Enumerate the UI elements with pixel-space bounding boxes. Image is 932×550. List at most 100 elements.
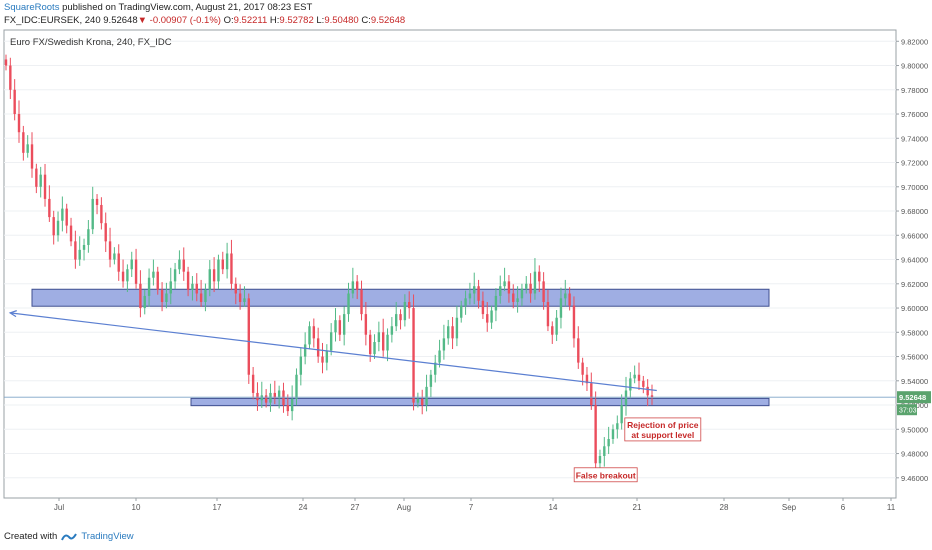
published-text: published on TradingView.com, August 21,… — [62, 2, 313, 13]
candle-body — [182, 259, 185, 272]
candle-body — [395, 314, 398, 327]
candle-body — [121, 271, 125, 282]
candle-body — [264, 395, 268, 403]
candle-body — [61, 208, 64, 221]
candle-body — [577, 338, 580, 363]
candle-body — [542, 281, 545, 302]
candle-body — [486, 314, 489, 323]
candle-body — [325, 350, 329, 363]
symbol-label: FX_IDC:EURSEK, 240 — [4, 15, 101, 26]
candle-body — [438, 350, 441, 363]
author-link[interactable]: SquareRoots — [4, 2, 60, 13]
candle-body — [559, 298, 563, 318]
y-tick-label: 9.82000 — [901, 37, 928, 46]
candle-body — [342, 314, 346, 335]
candle-body — [607, 439, 610, 447]
candle-body — [620, 405, 623, 424]
y-tick-label: 9.46000 — [901, 474, 928, 483]
candle-body — [642, 380, 645, 387]
candle-body — [477, 286, 480, 301]
y-tick-label: 9.54000 — [901, 377, 928, 386]
candle-body — [329, 332, 333, 351]
candle-body — [134, 259, 138, 284]
candle-body — [251, 374, 255, 393]
candle-body — [256, 392, 259, 401]
candle-body — [551, 326, 554, 335]
plot-frame — [3, 29, 897, 499]
candle-body — [373, 342, 376, 355]
support-zone — [190, 397, 770, 407]
y-tick-label: 9.56000 — [901, 353, 928, 362]
candle-body — [564, 293, 567, 299]
price-axis[interactable]: 9.82000 9.80000 9.78000 9.76000 9.74000 9.720… — [896, 37, 931, 483]
candle-body — [568, 293, 571, 306]
candle-body — [156, 271, 159, 290]
candle-body — [598, 455, 602, 464]
candle-body — [364, 314, 368, 335]
candles — [4, 54, 654, 473]
candle-body — [217, 259, 220, 282]
x-tick-label: 6 — [841, 503, 846, 512]
candle-body — [616, 423, 619, 430]
candle-body — [516, 298, 519, 302]
candle-body — [386, 334, 389, 351]
candle-body — [572, 305, 576, 339]
x-tick-label: 7 — [469, 503, 474, 512]
created-with-text: Created with — [4, 531, 58, 542]
candle-body — [425, 386, 428, 406]
candle-body — [234, 283, 237, 294]
high-label: H: — [269, 15, 280, 26]
price-change: -0.00907 (-0.1%) — [149, 15, 221, 26]
candle-body — [39, 174, 42, 187]
tradingview-brand-link[interactable]: TradingView — [81, 531, 134, 542]
x-tick-label: Jul — [54, 503, 64, 512]
y-tick-label: 9.50000 — [901, 425, 928, 434]
candle-body — [355, 281, 359, 290]
candle-body — [126, 269, 129, 282]
candle-body — [520, 288, 524, 299]
candle-body — [91, 198, 94, 230]
candle-body — [650, 395, 654, 398]
candle-body — [221, 259, 224, 270]
candle-body — [186, 271, 190, 290]
sr-zones — [31, 288, 770, 407]
candle-body — [468, 293, 472, 299]
candle-body — [30, 144, 34, 169]
candle-body — [147, 277, 151, 296]
x-tick-label: 11 — [887, 503, 896, 512]
last-price-marker — [897, 391, 931, 404]
candle-body — [629, 378, 632, 391]
candle-body — [225, 253, 229, 270]
candle-body — [507, 281, 511, 294]
candle-body — [43, 174, 47, 199]
y-tick-label: 9.64000 — [901, 256, 928, 265]
resistance-zone — [31, 288, 770, 307]
candle-body — [334, 320, 337, 333]
candle-body — [347, 293, 350, 315]
candle-body — [113, 253, 116, 260]
candle-body — [421, 398, 424, 406]
candle-body — [160, 289, 164, 302]
candle-body — [277, 390, 281, 398]
candle-body — [78, 249, 81, 260]
candle-body — [368, 334, 372, 355]
grid-lines — [4, 40, 896, 479]
candle-body — [208, 269, 211, 290]
candle-body — [26, 144, 29, 153]
candle-body — [204, 289, 207, 302]
candle-body — [165, 293, 168, 302]
candle-body — [390, 326, 394, 335]
candle-body — [195, 283, 198, 294]
y-tick-label: 9.68000 — [901, 207, 928, 216]
y-tick-label: 9.76000 — [901, 110, 928, 119]
candle-body — [308, 326, 311, 345]
close-value: 9.52648 — [370, 15, 406, 26]
price-chart[interactable]: 9.82000 9.80000 9.78000 9.76000 9.74000 9.720… — [0, 28, 932, 528]
down-arrow-icon: ▼ — [137, 15, 148, 26]
candle-body — [238, 293, 242, 302]
candle-body — [35, 168, 38, 187]
candle-body — [100, 204, 103, 224]
time-axis[interactable]: Jul 10 17 24 27 Aug 7 14 21 28 Sep 6 11 — [54, 498, 896, 512]
candle-body — [4, 59, 8, 66]
candle-body — [69, 225, 73, 242]
